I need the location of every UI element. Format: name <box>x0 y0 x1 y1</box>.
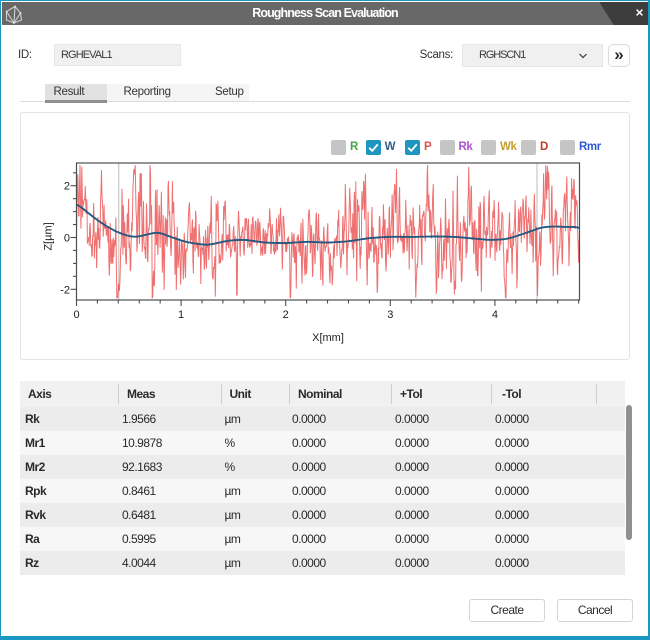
svg-text:3: 3 <box>387 309 393 321</box>
svg-text:Z[µm]: Z[µm] <box>43 222 55 250</box>
svg-text:4: 4 <box>492 309 498 321</box>
svg-text:2: 2 <box>64 181 70 193</box>
svg-text:0: 0 <box>64 233 70 245</box>
svg-text:-2: -2 <box>60 284 70 296</box>
svg-text:1: 1 <box>178 309 184 321</box>
svg-text:2: 2 <box>283 309 289 321</box>
svg-text:X[mm]: X[mm] <box>312 332 344 344</box>
svg-text:0: 0 <box>73 309 79 321</box>
